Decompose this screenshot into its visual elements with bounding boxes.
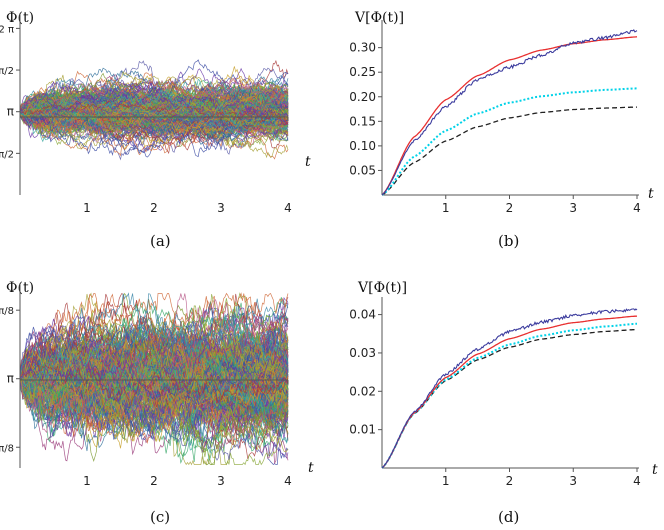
trajectory-291 <box>19 338 289 429</box>
trajectory-286 <box>19 360 289 410</box>
panel-a-xlabel: t <box>305 154 311 170</box>
series-cyan-dotted-curve <box>381 87 637 196</box>
trajectory-283 <box>19 81 289 118</box>
series-simulated-variance <box>381 308 638 469</box>
y-tick-label: 0.03 <box>349 346 376 360</box>
trajectory-284 <box>19 85 289 131</box>
y-tick-label: 0.10 <box>349 139 376 153</box>
y-tick-label: 3π/2 <box>0 66 14 77</box>
trajectory-293 <box>19 292 289 398</box>
trajectory-234 <box>19 293 289 460</box>
y-tick-label: 0.30 <box>349 41 376 55</box>
panel-c-axes: 1 2 3 4 7π/8 π 9π/8 <box>0 284 292 488</box>
trajectory-285 <box>19 298 289 434</box>
y-tick-label: π/2 <box>0 149 14 160</box>
x-tick-label: 3 <box>569 474 577 488</box>
x-tick-label: 2 <box>150 474 158 488</box>
trajectory-284 <box>19 342 289 445</box>
trajectory-294 <box>19 81 289 128</box>
trajectory-294 <box>19 292 289 444</box>
y-tick-label: π <box>7 105 14 119</box>
x-tick-label: 2 <box>150 201 158 215</box>
panel-d-ylabel: V[Φ(t)] <box>357 280 407 296</box>
panel-b-variance: V[Φ(t)] t 1 2 3 4 0.05 0.10 0.15 0.20 0.25 0.30 <box>349 10 654 215</box>
y-tick-label: 7π/8 <box>0 443 14 454</box>
panel-c-paths <box>19 292 289 466</box>
trajectory-288 <box>19 349 289 407</box>
panel-a-paths <box>19 59 289 161</box>
x-tick-label: 4 <box>633 201 641 215</box>
x-tick-label: 1 <box>83 201 91 215</box>
y-tick-label: 0.05 <box>349 163 376 177</box>
x-tick-label: 2 <box>506 201 514 215</box>
series-red-curve <box>381 36 638 196</box>
series-black-dashed-curve <box>381 328 638 469</box>
caption-a: (a) <box>150 232 171 250</box>
series-black-dashed-curve <box>381 106 637 196</box>
panel-d-series <box>381 308 638 469</box>
trajectory-289 <box>19 101 289 158</box>
trajectory-287 <box>19 93 289 130</box>
x-tick-label: 1 <box>442 201 450 215</box>
y-tick-label: 2 π <box>0 24 14 35</box>
series-simulated-variance <box>381 29 638 196</box>
trajectory-298 <box>19 358 289 408</box>
y-tick-label: π <box>7 372 14 386</box>
y-tick-label: 0.04 <box>349 308 376 322</box>
caption-d: (d) <box>498 508 519 526</box>
trajectory-296 <box>19 319 289 428</box>
panel-d-variance: V[Φ(t)] t 1 2 3 4 0.01 0.02 0.03 0.04 <box>349 280 658 488</box>
x-tick-label: 3 <box>569 201 577 215</box>
trajectory-300 <box>19 88 289 143</box>
x-tick-label: 1 <box>442 474 450 488</box>
x-tick-label: 3 <box>217 474 225 488</box>
y-tick-label: 0.25 <box>349 65 376 79</box>
panel-b-axes: 1 2 3 4 0.05 0.10 0.15 0.20 0.25 0.30 <box>349 20 641 215</box>
trajectory-282 <box>19 104 289 146</box>
trajectory-279 <box>19 318 289 387</box>
trajectory-290 <box>19 347 289 409</box>
trajectory-296 <box>19 83 289 120</box>
panel-d-xlabel: t <box>652 462 658 478</box>
y-tick-label: 0.01 <box>349 423 376 437</box>
panel-c-trajectories: Φ(t) t 12347π/8π9π/8 <box>0 280 314 488</box>
panel-b-xlabel: t <box>648 186 654 202</box>
y-tick-label: 9π/8 <box>0 306 14 317</box>
series-cyan-dotted-curve <box>381 322 637 469</box>
y-tick-label: 0.20 <box>349 90 376 104</box>
y-tick-label: 0.02 <box>349 384 376 398</box>
caption-b: (b) <box>498 232 519 250</box>
y-tick-label: 0.15 <box>349 114 376 128</box>
x-tick-label: 4 <box>284 201 292 215</box>
x-tick-label: 3 <box>217 201 225 215</box>
panel-b-series <box>381 29 638 196</box>
panel-a-axes: 1 2 3 4 π/2 π 3π/2 2 π <box>0 14 292 215</box>
panel-c-xlabel: t <box>308 460 314 476</box>
x-tick-label: 4 <box>284 474 292 488</box>
x-tick-label: 4 <box>633 474 641 488</box>
panel-b-ylabel: V[Φ(t)] <box>354 10 404 26</box>
trajectory-299 <box>19 341 289 393</box>
series-red-curve <box>381 315 638 469</box>
trajectory-300 <box>19 323 289 388</box>
caption-c: (c) <box>150 508 170 526</box>
trajectory-275 <box>19 353 289 465</box>
x-tick-label: 2 <box>506 474 514 488</box>
trajectory-299 <box>19 91 289 117</box>
x-tick-label: 1 <box>83 474 91 488</box>
trajectory-295 <box>19 329 289 438</box>
panel-d-axes: 1 2 3 4 0.01 0.02 0.03 0.04 <box>349 297 641 488</box>
trajectory-297 <box>19 340 289 407</box>
